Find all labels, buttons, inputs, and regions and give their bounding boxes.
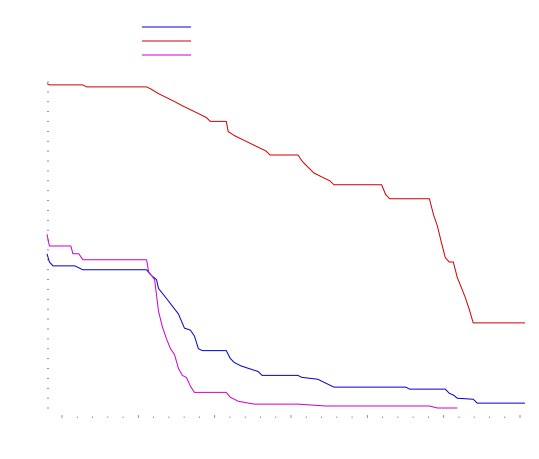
series-line-1 xyxy=(46,253,525,404)
legend xyxy=(142,26,191,56)
x-axis-ticks xyxy=(61,415,521,418)
plot-area xyxy=(46,83,525,409)
series-line-3 xyxy=(46,234,458,409)
series-line-2 xyxy=(46,83,525,324)
axes xyxy=(47,81,521,418)
y-axis-ticks xyxy=(47,81,49,409)
